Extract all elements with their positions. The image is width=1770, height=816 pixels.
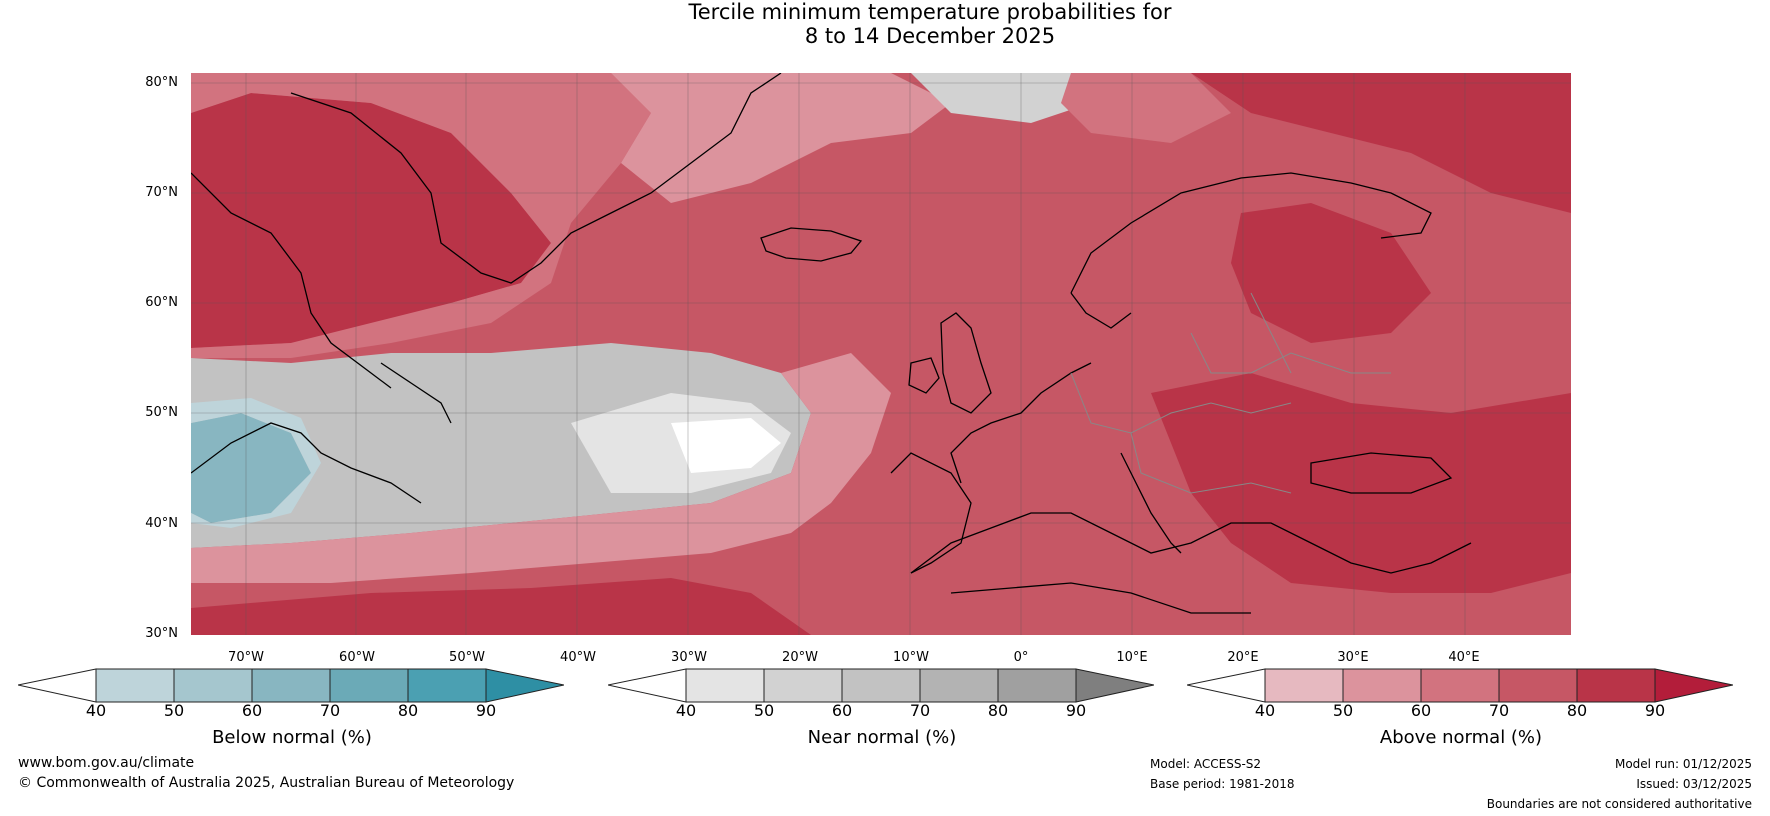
- region-above-90-europe: [1151, 373, 1571, 593]
- region-above-50-midatlantic: [191, 353, 891, 583]
- region-above-90-west: [191, 93, 551, 348]
- near-colorbar-low-extension: [608, 668, 687, 703]
- below-colorbar-segment-50: [173, 668, 253, 703]
- near-colorbar-tick: 40: [675, 701, 697, 720]
- region-below-normal: [191, 413, 311, 523]
- near-colorbar-segment-40: [685, 668, 765, 703]
- below-colorbar-tick: 70: [319, 701, 341, 720]
- region-near-normal-atlantic: [191, 343, 811, 548]
- region-near-north: [911, 73, 1091, 123]
- region-above-90-northeast: [1191, 73, 1571, 213]
- footer-model: Model: ACCESS-S2: [1150, 757, 1262, 771]
- country-borders: [1070, 292, 1391, 494]
- below-colorbar-tick: 90: [475, 701, 497, 720]
- colorbar-below-normal: 40 50 60 70 80 90: [18, 668, 564, 728]
- near-colorbar-high-extension: [1075, 668, 1154, 703]
- lon-label-10e: 10°E: [1116, 650, 1148, 665]
- above-colorbar-tick: 90: [1644, 701, 1666, 720]
- below-colorbar-segment-70: [329, 668, 409, 703]
- region-near-normal-white: [671, 418, 781, 473]
- lat-label-50n: 50°N: [145, 405, 178, 420]
- footer-model-run: Model run: 01/12/2025: [1614, 757, 1752, 771]
- lon-label-40e: 40°E: [1448, 650, 1480, 665]
- lon-label-70w: 70°W: [228, 650, 264, 665]
- coastlines: [191, 73, 1472, 614]
- colorbar-above-normal: 40 50 60 70 80 90: [1187, 668, 1733, 728]
- near-colorbar-segment-80: [997, 668, 1077, 703]
- above-colorbar-tick: 60: [1410, 701, 1432, 720]
- above-colorbar-segment-80: [1576, 668, 1656, 703]
- lat-label-30n: 30°N: [145, 626, 178, 641]
- below-colorbar-segment-40: [95, 668, 175, 703]
- region-above-60-north-2: [1061, 73, 1231, 143]
- below-colorbar-tick: 40: [85, 701, 107, 720]
- near-colorbar-segment-50: [763, 668, 843, 703]
- near-colorbar-tick: 60: [831, 701, 853, 720]
- colorbar-below-label: Below normal (%): [212, 727, 372, 748]
- footer-copyright: © Commonwealth of Australia 2025, Austra…: [18, 775, 515, 791]
- lon-label-10w: 10°W: [893, 650, 929, 665]
- below-colorbar-low-extension: [18, 668, 97, 703]
- footer-disclaimer: Boundaries are not considered authoritat…: [1486, 797, 1752, 811]
- near-colorbar-tick: 80: [987, 701, 1009, 720]
- region-below-normal-light: [191, 398, 321, 528]
- near-colorbar-tick: 90: [1065, 701, 1087, 720]
- near-colorbar-tick: 70: [909, 701, 931, 720]
- lon-label-30e: 30°E: [1337, 650, 1369, 665]
- below-colorbar-segment-60: [251, 668, 331, 703]
- above-colorbar-svg: [1187, 668, 1733, 703]
- above-colorbar-tick: 80: [1566, 701, 1588, 720]
- above-colorbar-high-extension: [1654, 668, 1733, 703]
- above-colorbar-segment-40: [1264, 668, 1344, 703]
- lat-label-70n: 70°N: [145, 185, 178, 200]
- footer-url: www.bom.gov.au/climate: [18, 755, 195, 771]
- lon-label-60w: 60°W: [339, 650, 375, 665]
- lon-label-50w: 50°W: [449, 650, 485, 665]
- below-colorbar-segment-80: [407, 668, 487, 703]
- lon-label-30w: 30°W: [671, 650, 707, 665]
- title-line-1: Tercile minimum temperature probabilitie…: [688, 0, 1172, 24]
- above-colorbar-low-extension: [1187, 668, 1266, 703]
- below-colorbar-tick: 60: [241, 701, 263, 720]
- colorbar-near-normal: 40 50 60 70 80 90: [608, 668, 1154, 728]
- above-colorbar-segment-60: [1420, 668, 1500, 703]
- footer-base-period: Base period: 1981-2018: [1150, 777, 1295, 791]
- below-colorbar-high-extension: [485, 668, 564, 703]
- lat-label-40n: 40°N: [145, 516, 178, 531]
- lon-label-20e: 20°E: [1227, 650, 1259, 665]
- colorbar-above-label: Above normal (%): [1379, 727, 1543, 748]
- above-colorbar-segment-50: [1342, 668, 1422, 703]
- below-colorbar-tick: 50: [163, 701, 185, 720]
- near-colorbar-segment-70: [919, 668, 999, 703]
- lat-label-80n: 80°N: [145, 75, 178, 90]
- above-colorbar-segment-70: [1498, 668, 1578, 703]
- lat-label-60n: 60°N: [145, 295, 178, 310]
- region-above-90-south: [191, 578, 811, 635]
- region-above-60-west: [191, 73, 651, 358]
- probability-map: [191, 73, 1571, 635]
- above-colorbar-tick: 70: [1488, 701, 1510, 720]
- below-colorbar-svg: [18, 668, 564, 703]
- map-canvas: [191, 73, 1571, 635]
- near-colorbar-svg: [608, 668, 1154, 703]
- above-colorbar-tick: 40: [1254, 701, 1276, 720]
- near-colorbar-segment-60: [841, 668, 921, 703]
- graticule: [191, 73, 1571, 635]
- map-title: Tercile minimum temperature probabilitie…: [530, 0, 1330, 48]
- below-colorbar-tick: 80: [397, 701, 419, 720]
- footer-issued: Issued: 03/12/2025: [1636, 777, 1752, 791]
- lon-label-0: 0°: [1013, 650, 1029, 665]
- region-above-50-north: [611, 73, 951, 203]
- lon-label-40w: 40°W: [560, 650, 596, 665]
- above-colorbar-tick: 50: [1332, 701, 1354, 720]
- near-colorbar-tick: 50: [753, 701, 775, 720]
- lon-label-20w: 20°W: [782, 650, 818, 665]
- title-line-2: 8 to 14 December 2025: [804, 24, 1056, 48]
- colorbar-near-label: Near normal (%): [807, 727, 957, 748]
